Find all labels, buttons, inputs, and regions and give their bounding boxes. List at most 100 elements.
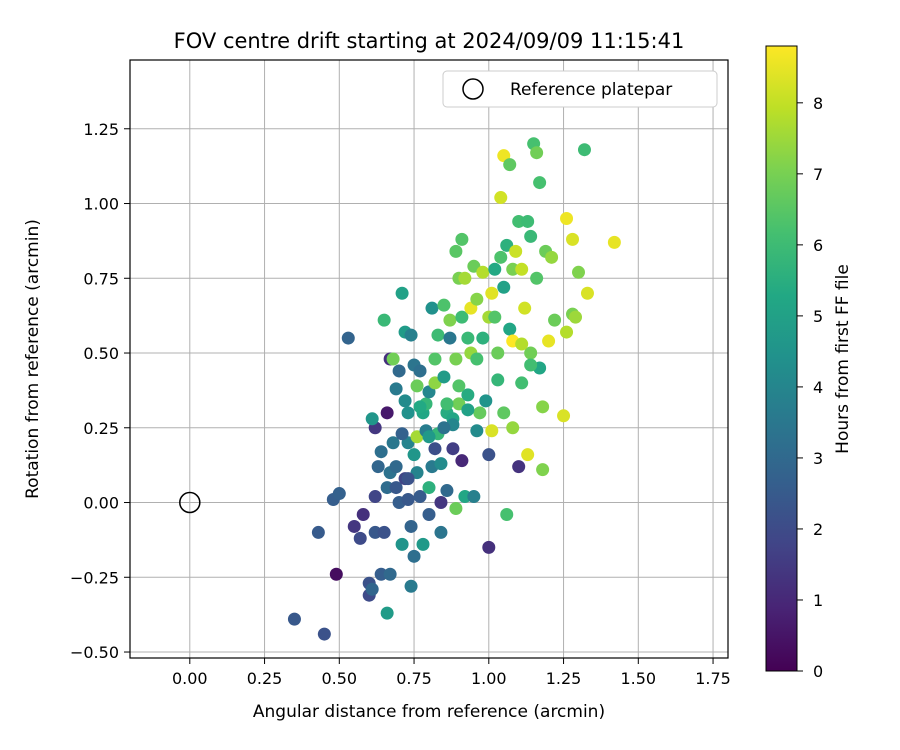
data-point xyxy=(560,325,574,339)
data-point xyxy=(580,286,594,300)
data-point xyxy=(577,143,591,157)
data-point xyxy=(386,352,400,366)
data-point xyxy=(491,346,505,360)
y-tick-label: 1.25 xyxy=(83,120,119,139)
legend-label: Reference platepar xyxy=(510,80,672,100)
legend-marker xyxy=(462,78,484,100)
data-point xyxy=(533,176,547,190)
data-point xyxy=(458,271,472,285)
x-tick-label: 0.75 xyxy=(396,669,432,688)
data-point xyxy=(374,567,388,581)
data-point xyxy=(494,250,508,264)
data-point xyxy=(422,481,436,495)
colorbar-tick-label: 7 xyxy=(813,165,823,184)
x-tick-label: 1.25 xyxy=(546,669,582,688)
data-point xyxy=(434,525,448,539)
data-point xyxy=(407,448,421,462)
colorbar: 0 1 2 3 4 5 6 7 8 Hours from first FF file xyxy=(765,45,853,681)
colorbar-gradient xyxy=(765,45,798,672)
data-point xyxy=(437,421,451,435)
data-point xyxy=(380,606,394,620)
y-tick-label: 0.75 xyxy=(83,269,119,288)
data-point xyxy=(518,301,532,315)
data-point xyxy=(494,191,508,205)
data-point xyxy=(377,525,391,539)
data-point xyxy=(515,262,529,276)
data-point xyxy=(434,496,448,510)
data-point xyxy=(500,507,514,521)
data-point xyxy=(395,427,409,441)
data-point xyxy=(365,412,379,426)
grid xyxy=(130,60,728,658)
data-point xyxy=(545,250,559,264)
data-point xyxy=(542,334,556,348)
data-point xyxy=(368,490,382,504)
data-point xyxy=(356,507,370,521)
y-axis-ticks: −0.50 −0.25 0.00 0.25 0.50 0.75 1.00 1.25 xyxy=(70,120,130,662)
data-point xyxy=(329,567,343,581)
colorbar-tick-label: 3 xyxy=(813,449,823,468)
data-point xyxy=(422,507,436,521)
data-point xyxy=(386,436,400,450)
data-point xyxy=(473,406,487,420)
data-point xyxy=(488,310,502,324)
data-point xyxy=(485,424,499,438)
data-point xyxy=(548,313,562,327)
data-point xyxy=(521,214,535,228)
data-point xyxy=(389,481,403,495)
x-tick-label: 0.50 xyxy=(321,669,357,688)
y-tick-label: 0.00 xyxy=(83,494,119,513)
data-point xyxy=(383,567,397,581)
data-point xyxy=(449,244,463,258)
data-point xyxy=(461,388,475,402)
y-tick-label: −0.50 xyxy=(70,643,119,662)
data-point xyxy=(431,328,445,342)
data-point xyxy=(413,490,427,504)
data-point xyxy=(377,313,391,327)
data-point xyxy=(569,310,583,324)
data-point xyxy=(515,376,529,390)
data-point xyxy=(341,331,355,345)
data-point xyxy=(506,421,520,435)
data-point xyxy=(422,430,436,444)
data-point xyxy=(536,400,550,414)
data-point xyxy=(416,537,430,551)
data-point xyxy=(443,313,457,327)
data-point xyxy=(470,424,484,438)
data-point xyxy=(461,403,475,417)
data-point xyxy=(311,525,325,539)
data-point xyxy=(524,358,538,372)
data-point xyxy=(491,373,505,387)
data-point xyxy=(503,322,517,336)
data-point xyxy=(443,331,457,345)
data-point xyxy=(512,460,526,474)
data-point xyxy=(332,487,346,501)
y-tick-label: 0.25 xyxy=(83,419,119,438)
x-tick-label: 1.00 xyxy=(471,669,507,688)
data-point xyxy=(317,627,331,641)
data-point xyxy=(470,292,484,306)
data-point xyxy=(488,262,502,276)
data-point xyxy=(455,310,469,324)
data-point xyxy=(407,549,421,563)
data-point xyxy=(530,271,544,285)
data-point xyxy=(404,519,418,533)
data-point xyxy=(395,286,409,300)
data-point xyxy=(440,397,454,411)
colorbar-tick-label: 5 xyxy=(813,307,823,326)
colorbar-tick-label: 1 xyxy=(813,591,823,610)
data-point xyxy=(524,229,538,243)
data-point xyxy=(428,352,442,366)
x-tick-label: 1.50 xyxy=(620,669,656,688)
chart-title: FOV centre drift starting at 2024/09/09 … xyxy=(174,29,685,53)
data-point xyxy=(425,301,439,315)
data-point xyxy=(560,211,574,225)
data-point xyxy=(404,579,418,593)
data-point xyxy=(506,262,520,276)
data-point xyxy=(566,232,580,246)
legend: Reference platepar xyxy=(442,70,718,108)
data-point xyxy=(368,525,382,539)
data-point xyxy=(458,490,472,504)
data-point xyxy=(503,158,517,172)
data-point xyxy=(401,472,415,486)
